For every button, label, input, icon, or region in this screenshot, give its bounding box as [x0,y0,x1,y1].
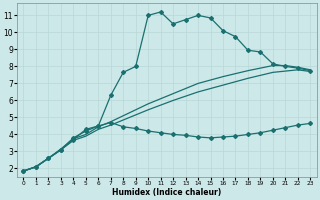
X-axis label: Humidex (Indice chaleur): Humidex (Indice chaleur) [112,188,221,197]
